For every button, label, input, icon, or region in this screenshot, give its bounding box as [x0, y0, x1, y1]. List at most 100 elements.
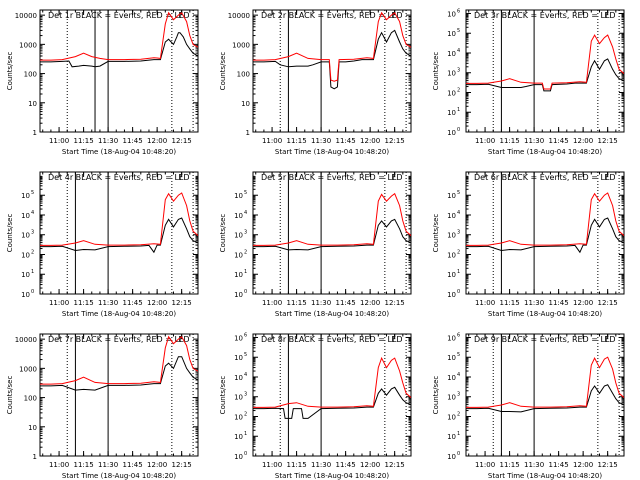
y-axis-label: Counts/sec	[432, 52, 440, 91]
y-tick-label: 10	[21, 251, 30, 259]
y-tick-exponent: 6	[457, 332, 460, 338]
x-tick-label: 12:00	[147, 461, 167, 469]
marker-label: F	[391, 335, 396, 344]
x-tick-label: 12:00	[573, 299, 593, 307]
x-tick-label: 11:30	[98, 461, 118, 469]
marker-label: F	[178, 335, 183, 344]
marker-label: F	[604, 335, 609, 344]
plot-frame	[252, 171, 412, 295]
x-tick-label: 12:00	[147, 137, 167, 145]
x-tick-label: 11:00	[49, 299, 69, 307]
x-tick-label: 11:00	[475, 299, 495, 307]
panel-title: Det 8r BLACK = Events, RED = LLD	[261, 335, 403, 344]
y-tick-exponent: 2	[457, 87, 460, 93]
y-tick-label: 10	[234, 251, 243, 259]
x-tick-label: 11:15	[73, 137, 93, 145]
x-tick-label: 11:45	[336, 299, 356, 307]
y-tick-exponent: 2	[244, 249, 247, 255]
y-tick-label: 10000	[15, 336, 37, 344]
y-tick-label: 10	[447, 354, 456, 362]
y-tick-exponent: 5	[457, 190, 460, 196]
y-tick-exponent: 3	[244, 230, 247, 236]
y-tick-label: 1	[33, 453, 37, 461]
y-tick-label: 10	[447, 70, 456, 78]
series-line-events	[253, 386, 411, 419]
y-tick-label: 10	[447, 251, 456, 259]
y-tick-exponent: 1	[457, 269, 460, 275]
x-tick-label: 12:15	[598, 137, 618, 145]
y-tick-label: 10	[234, 374, 243, 382]
y-tick-exponent: 5	[31, 190, 34, 196]
y-axis-label: Counts/sec	[219, 52, 227, 91]
x-axis-label: Start Time (18-Aug-04 10:48:20)	[488, 472, 602, 480]
plot-frame	[252, 9, 412, 133]
series-line-events	[253, 218, 411, 251]
y-axis-label: Counts/sec	[432, 376, 440, 415]
x-axis-label: Start Time (18-Aug-04 10:48:20)	[275, 148, 389, 156]
x-tick-label: 11:00	[262, 461, 282, 469]
y-tick-exponent: 5	[457, 28, 460, 34]
y-tick-label: 10	[447, 192, 456, 200]
y-tick-exponent: 4	[244, 210, 247, 216]
x-tick-label: 12:00	[147, 299, 167, 307]
x-tick-label: 11:15	[499, 299, 519, 307]
y-tick-label: 10	[21, 232, 30, 240]
panel-title: Det 9r BLACK = Events, RED = LLD	[474, 335, 616, 344]
y-tick-exponent: 2	[457, 249, 460, 255]
series-line-events	[253, 29, 411, 90]
x-tick-label: 11:30	[311, 299, 331, 307]
plot-frame	[39, 171, 199, 295]
x-tick-label: 12:00	[573, 137, 593, 145]
x-tick-label: 11:15	[73, 461, 93, 469]
x-tick-label: 11:00	[475, 137, 495, 145]
series-line-lld	[466, 356, 624, 408]
x-tick-label: 11:30	[524, 299, 544, 307]
y-tick-label: 10000	[15, 12, 37, 20]
y-tick-exponent: 4	[457, 372, 460, 378]
y-tick-exponent: 1	[457, 107, 460, 113]
y-tick-label: 10	[234, 413, 243, 421]
y-tick-label: 10	[447, 129, 456, 137]
y-tick-label: 10	[447, 212, 456, 220]
y-tick-exponent: 0	[457, 451, 460, 457]
y-tick-label: 1	[246, 129, 250, 137]
panel-title: Det 1r BLACK = Events, RED = LLD	[48, 11, 190, 20]
y-tick-label: 10	[234, 212, 243, 220]
x-tick-label: 12:00	[360, 299, 380, 307]
y-tick-exponent: 1	[244, 269, 247, 275]
marker-label: F	[391, 173, 396, 182]
y-tick-exponent: 5	[244, 352, 247, 358]
x-tick-label: 11:30	[311, 137, 331, 145]
plot-frame	[39, 333, 199, 457]
y-tick-label: 1	[33, 129, 37, 137]
x-axis-label: Start Time (18-Aug-04 10:48:20)	[275, 472, 389, 480]
series-line-lld	[466, 192, 624, 246]
y-tick-label: 10000	[228, 12, 250, 20]
x-tick-label: 12:15	[385, 137, 405, 145]
y-tick-label: 10	[234, 433, 243, 441]
x-tick-label: 12:00	[360, 461, 380, 469]
x-tick-label: 11:00	[475, 461, 495, 469]
x-tick-label: 11:15	[499, 137, 519, 145]
x-tick-label: 11:30	[524, 461, 544, 469]
y-tick-label: 10	[447, 374, 456, 382]
marker-label: F	[391, 11, 396, 20]
y-tick-label: 10	[234, 192, 243, 200]
marker-label: F	[604, 173, 609, 182]
y-tick-label: 10	[234, 354, 243, 362]
x-tick-label: 12:15	[385, 299, 405, 307]
x-tick-label: 12:15	[385, 461, 405, 469]
x-tick-label: 12:15	[598, 299, 618, 307]
y-tick-exponent: 3	[244, 392, 247, 398]
y-tick-exponent: 6	[244, 332, 247, 338]
plot-frame	[465, 9, 625, 133]
panel-title: Det 5r BLACK = Events, RED = LLD	[261, 173, 403, 182]
x-axis-label: Start Time (18-Aug-04 10:48:20)	[62, 148, 176, 156]
y-tick-label: 10	[234, 291, 243, 299]
series-line-lld	[253, 11, 411, 82]
